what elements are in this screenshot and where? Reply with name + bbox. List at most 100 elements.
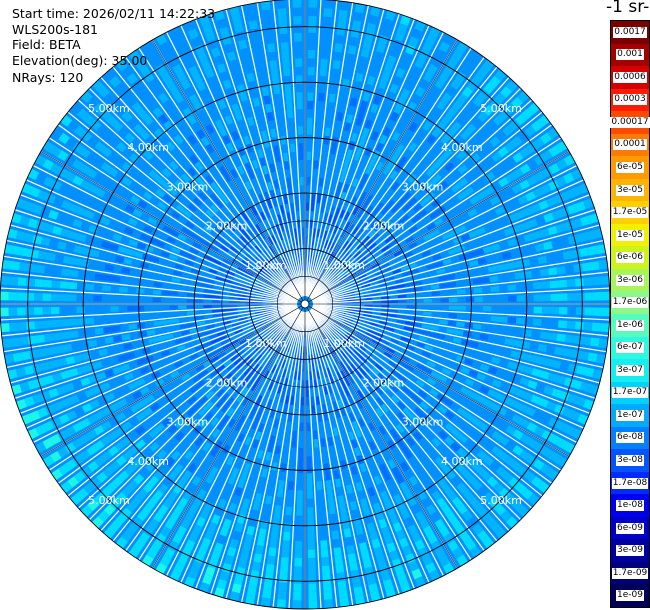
ray-bin xyxy=(121,110,133,123)
ray-bin xyxy=(109,243,119,252)
ray-bin xyxy=(302,363,305,372)
ray-bin xyxy=(24,396,35,407)
ray-bin xyxy=(256,288,265,293)
ray-bin xyxy=(250,339,259,346)
ray-bin xyxy=(108,445,119,457)
ray-bin xyxy=(127,479,139,491)
ray-bin xyxy=(438,374,448,383)
ray-bin xyxy=(110,316,120,322)
ray-bin xyxy=(186,293,196,297)
ray-bin xyxy=(408,339,418,346)
ray-bin xyxy=(283,446,289,456)
ray-bin xyxy=(309,219,313,229)
ray-bin xyxy=(281,144,288,154)
ray-bin xyxy=(155,221,165,230)
ray-bin xyxy=(171,325,181,331)
ray-bin xyxy=(163,476,174,488)
ray-bin xyxy=(532,410,544,421)
ray-bin xyxy=(222,154,231,164)
ray-bin xyxy=(234,486,243,497)
ray-bin xyxy=(353,317,363,322)
ray-bin xyxy=(68,318,78,326)
ray-bin xyxy=(222,79,232,90)
ray-bin xyxy=(263,311,273,315)
ray-bin xyxy=(482,296,492,302)
ray-bin xyxy=(326,367,332,377)
ray-bin xyxy=(285,275,291,284)
ray-bin xyxy=(505,493,517,506)
ray-bin xyxy=(306,193,310,203)
ray-bin xyxy=(299,431,304,440)
ray-bin xyxy=(363,310,373,314)
ray-bin xyxy=(298,363,302,372)
ray-bin xyxy=(239,364,248,373)
ray-bin xyxy=(272,325,280,332)
ray-bin xyxy=(200,355,209,363)
ray-bin xyxy=(413,347,424,355)
ray-bin xyxy=(173,34,185,46)
ray-bin xyxy=(159,555,172,567)
ray-bin xyxy=(42,307,51,315)
ray-bin xyxy=(440,298,449,303)
ray-bin xyxy=(125,352,136,360)
ray-bin xyxy=(327,436,334,446)
ray-bin xyxy=(248,20,258,30)
ray-bin xyxy=(298,447,304,457)
ray-bin xyxy=(148,169,159,180)
ray-bin xyxy=(192,339,202,346)
ray-bin xyxy=(94,187,106,198)
ray-bin xyxy=(321,323,328,331)
ray-bin xyxy=(108,181,119,192)
ray-bin xyxy=(158,367,169,376)
ray-bin xyxy=(324,127,331,137)
ray-bin xyxy=(174,338,184,345)
ray-bin xyxy=(148,518,160,530)
ray-bin xyxy=(204,289,213,294)
ray-bin xyxy=(290,326,295,335)
ray-bin xyxy=(67,294,77,302)
ray-bin xyxy=(436,333,446,340)
ray-bin xyxy=(296,262,300,271)
ray-bin xyxy=(155,423,165,433)
ray-bin xyxy=(104,264,114,272)
ray-bin xyxy=(370,494,379,505)
ray-bin xyxy=(64,382,75,393)
ray-bin xyxy=(153,511,164,523)
ray-bin xyxy=(103,326,113,334)
ray-bin xyxy=(467,494,479,507)
ray-bin xyxy=(324,599,334,609)
ray-bin xyxy=(263,191,270,201)
ray-bin xyxy=(151,228,161,237)
ray-bin xyxy=(213,459,223,469)
ray-bin xyxy=(487,366,498,375)
ray-bin xyxy=(230,246,239,254)
ray-bin xyxy=(266,199,273,209)
ray-bin xyxy=(46,252,56,262)
ray-bin xyxy=(436,393,446,402)
ray-bin xyxy=(330,453,337,463)
ray-bin xyxy=(365,361,374,370)
ray-bin xyxy=(418,547,429,558)
ray-bin xyxy=(287,118,294,127)
ray-bin xyxy=(230,429,239,439)
ray-bin xyxy=(315,472,322,482)
ray-bin xyxy=(214,91,224,102)
ray-bin xyxy=(541,281,551,289)
ray-bin xyxy=(368,325,378,331)
ray-bin xyxy=(87,260,98,269)
ray-bin xyxy=(74,406,85,417)
ray-bin xyxy=(480,470,492,482)
ray-bin xyxy=(473,287,483,294)
ray-bin xyxy=(320,342,326,352)
ray-bin xyxy=(83,113,95,126)
ray-bin xyxy=(222,343,232,350)
ray-bin xyxy=(197,148,207,159)
ray-bin xyxy=(159,213,169,222)
ray-bin xyxy=(329,410,335,420)
ray-bin xyxy=(157,449,168,460)
ray-bin xyxy=(181,272,191,278)
ray-bin xyxy=(398,299,407,303)
ray-bin xyxy=(307,473,313,482)
ray-bin xyxy=(217,249,227,257)
ray-bin xyxy=(264,173,271,183)
